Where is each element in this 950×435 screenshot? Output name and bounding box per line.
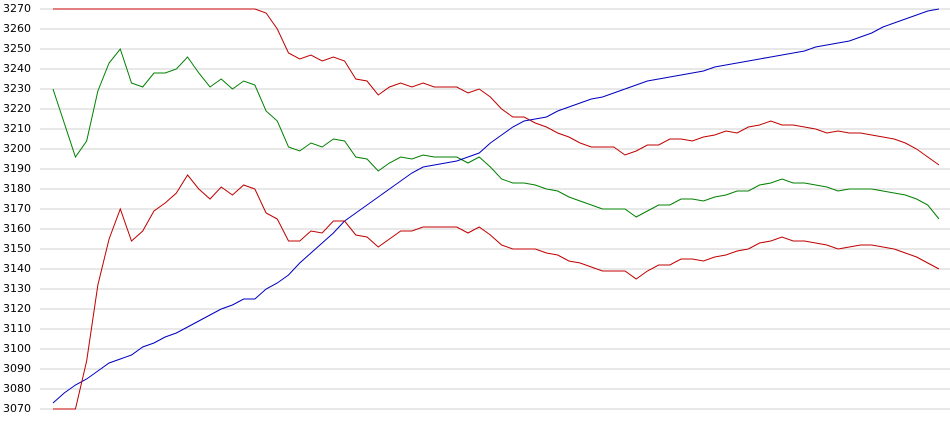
y-tick-label: 3100 xyxy=(3,342,31,355)
y-tick-label: 3230 xyxy=(3,82,31,95)
y-tick-label: 3200 xyxy=(3,142,31,155)
y-tick-label: 3170 xyxy=(3,202,31,215)
y-tick-label: 3270 xyxy=(3,2,31,15)
y-tick-label: 3180 xyxy=(3,182,31,195)
series-line xyxy=(53,8,940,166)
y-tick-label: 3120 xyxy=(3,302,31,315)
y-tick-label: 3250 xyxy=(3,42,31,55)
y-tick-label: 3130 xyxy=(3,282,31,295)
y-tick-label: 3210 xyxy=(3,122,31,135)
y-tick-label: 3140 xyxy=(3,262,31,275)
y-tick-label: 3220 xyxy=(3,102,31,115)
y-tick-label: 3160 xyxy=(3,222,31,235)
series-line xyxy=(52,47,940,220)
y-tick-label: 3260 xyxy=(3,22,31,35)
y-tick-label: 3240 xyxy=(3,62,31,75)
series-line xyxy=(52,8,940,404)
y-tick-label: 3080 xyxy=(3,382,31,395)
y-tick-label: 3090 xyxy=(3,362,31,375)
y-tick-label: 3070 xyxy=(3,402,31,415)
y-tick-label: 3150 xyxy=(3,242,31,255)
y-tick-label: 3110 xyxy=(3,322,31,335)
y-tick-label: 3190 xyxy=(3,162,31,175)
series-line xyxy=(53,174,940,410)
